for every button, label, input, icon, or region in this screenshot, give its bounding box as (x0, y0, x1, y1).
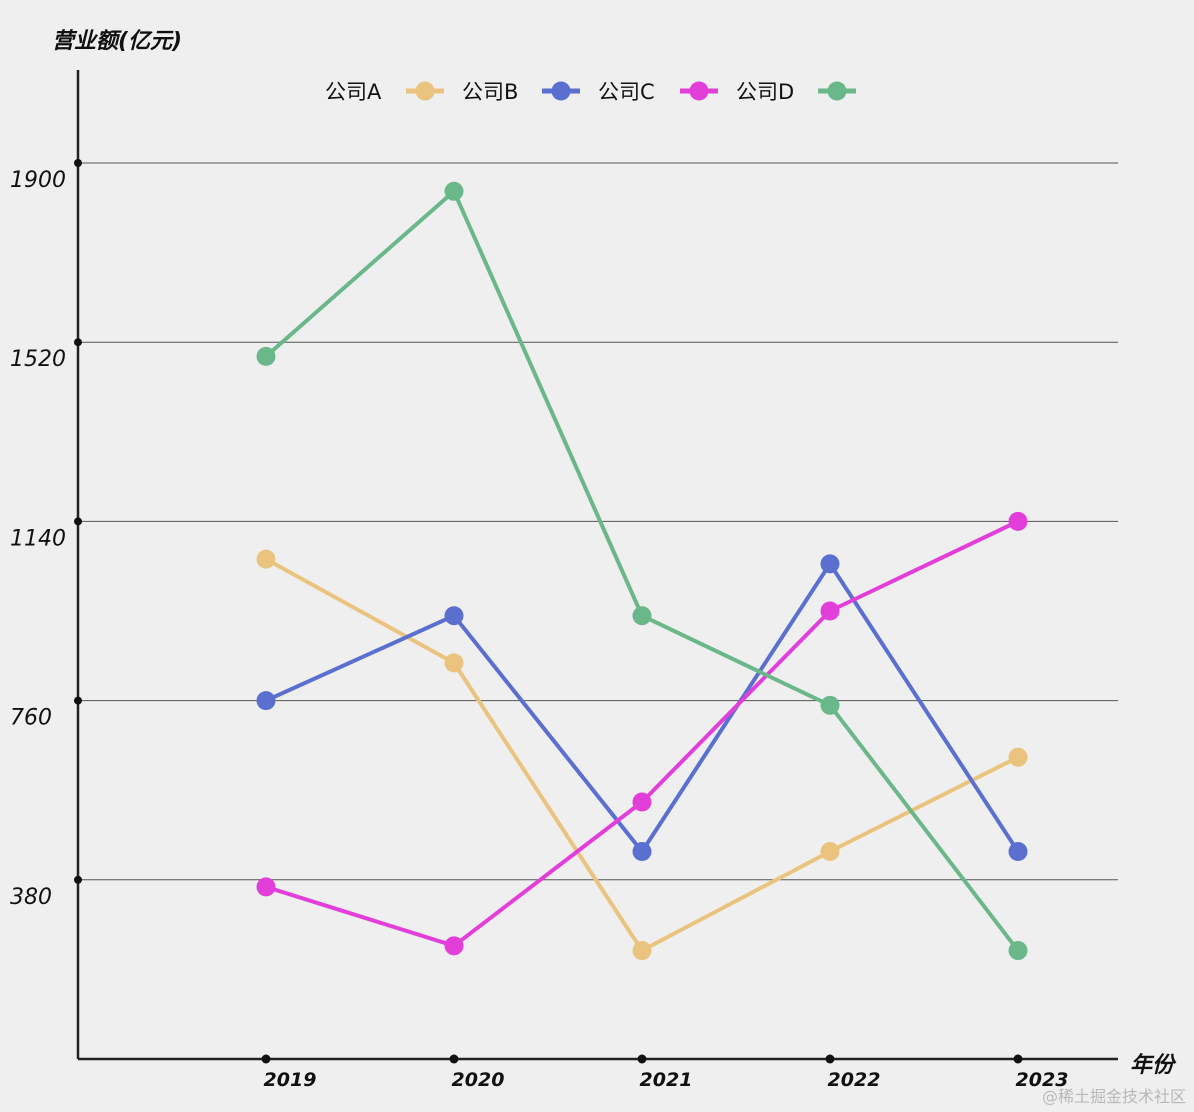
x-tick-label: 2022 (828, 1069, 881, 1091)
x-ticks: 2019 2020 2021 2022 2023 (261, 1054, 1069, 1091)
y-axis-title: 营业额(亿元) (52, 29, 182, 54)
series-group (256, 181, 1028, 961)
series-line (265, 519, 1019, 948)
data-point[interactable] (1008, 941, 1028, 961)
y-tick-label: 380 (10, 885, 52, 910)
series-0 (256, 549, 1028, 961)
data-point[interactable] (632, 941, 652, 961)
x-tick-label: 2021 (640, 1069, 693, 1091)
y-tick-mark (74, 875, 82, 884)
grid-lines (78, 162, 1118, 881)
data-point[interactable] (444, 936, 464, 956)
data-point[interactable] (820, 695, 840, 715)
y-tick-label: 1520 (10, 347, 66, 372)
y-tick-label: 1140 (10, 526, 66, 551)
data-point[interactable] (632, 606, 652, 626)
legend-swatch-dot[interactable] (689, 81, 709, 101)
legend[interactable]: 公司A 公司B 公司C 公司D (325, 80, 856, 104)
series-2 (256, 511, 1028, 956)
legend-label: 公司B (462, 80, 518, 104)
data-point[interactable] (256, 346, 276, 366)
data-point[interactable] (444, 181, 464, 201)
series-1 (256, 554, 1028, 862)
data-point[interactable] (256, 549, 276, 569)
y-tick-mark (74, 517, 82, 526)
data-point[interactable] (820, 842, 840, 862)
y-tick-mark (74, 696, 82, 705)
x-tick-mark (449, 1054, 459, 1064)
series-3 (256, 181, 1028, 961)
legend-swatch-dot[interactable] (827, 81, 847, 101)
watermark: @稀土掘金技术社区 (1042, 1087, 1186, 1106)
data-point[interactable] (1008, 747, 1028, 767)
legend-swatch-dot[interactable] (415, 81, 435, 101)
axes (76, 70, 1118, 1061)
data-point[interactable] (1008, 842, 1028, 862)
legend-label: 公司C (598, 80, 655, 104)
data-point[interactable] (820, 601, 840, 621)
series-line (264, 189, 1020, 952)
legend-label: 公司A (325, 80, 382, 104)
x-tick-mark (825, 1054, 835, 1064)
x-tick-label: 2019 (264, 1069, 317, 1091)
data-point[interactable] (1008, 511, 1028, 531)
data-point[interactable] (820, 554, 840, 574)
data-point[interactable] (444, 653, 464, 673)
y-tick-mark (74, 159, 82, 167)
legend-swatch-dot[interactable] (551, 81, 571, 101)
data-point[interactable] (256, 877, 276, 897)
y-tick-label: 1900 (10, 168, 66, 193)
legend-label: 公司D (736, 80, 794, 104)
data-point[interactable] (632, 792, 652, 812)
x-axis-title: 年份 (1130, 1052, 1177, 1078)
x-tick-mark (261, 1054, 271, 1064)
y-tick-mark (74, 338, 82, 347)
y-tick-label: 760 (10, 706, 52, 731)
x-tick-mark (637, 1054, 647, 1064)
y-ticks: 380 760 1140 1520 1900 (10, 159, 82, 910)
x-tick-label: 2020 (452, 1069, 505, 1091)
data-point[interactable] (632, 842, 652, 862)
data-point[interactable] (444, 606, 464, 626)
data-point[interactable] (256, 691, 276, 711)
x-tick-mark (1013, 1054, 1023, 1064)
x-tick-label: 2023 (1016, 1069, 1069, 1091)
